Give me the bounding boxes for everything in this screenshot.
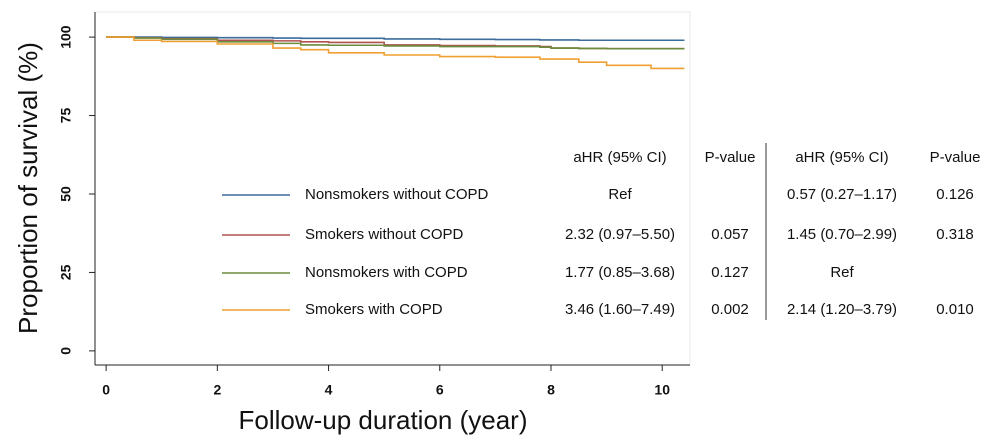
x-tick-label: 10 bbox=[654, 382, 670, 398]
x-tick-label: 0 bbox=[102, 382, 110, 398]
table-cell: 1.45 (0.70–2.99) bbox=[787, 226, 897, 243]
table-cell: Ref bbox=[830, 264, 854, 281]
survival-line bbox=[106, 36, 685, 50]
legend-label: Smokers with COPD bbox=[305, 301, 443, 318]
table-cell: 0.57 (0.27–1.17) bbox=[787, 186, 897, 203]
table-cell: 0.010 bbox=[936, 301, 974, 318]
y-tick-label: 25 bbox=[58, 264, 74, 280]
table-cell: 1.77 (0.85–3.68) bbox=[565, 264, 675, 281]
legend-label: Smokers without COPD bbox=[305, 226, 464, 243]
table-cell: 0.318 bbox=[936, 226, 974, 243]
table-header: P-value bbox=[705, 149, 756, 166]
y-tick-label: 100 bbox=[58, 25, 74, 49]
table-cell: Ref bbox=[608, 186, 632, 203]
table-header: P-value bbox=[930, 149, 981, 166]
y-tick-label: 50 bbox=[58, 186, 74, 202]
table-cell: 2.32 (0.97–5.50) bbox=[565, 226, 675, 243]
table-header: aHR (95% CI) bbox=[573, 149, 666, 166]
table-header: aHR (95% CI) bbox=[795, 149, 888, 166]
survival-line bbox=[106, 36, 685, 70]
table-cell: 0.057 bbox=[711, 226, 749, 243]
x-tick-label: 6 bbox=[436, 382, 444, 398]
x-tick-label: 4 bbox=[325, 382, 333, 398]
survival-line bbox=[106, 36, 685, 42]
x-tick-label: 2 bbox=[213, 382, 221, 398]
table-cell: 0.127 bbox=[711, 264, 749, 281]
table-cell: 3.46 (1.60–7.49) bbox=[565, 301, 675, 318]
x-axis-label: Follow-up duration (year) bbox=[238, 405, 527, 435]
table-cell: 0.002 bbox=[711, 301, 749, 318]
y-tick-label: 75 bbox=[58, 108, 74, 124]
legend-label: Nonsmokers with COPD bbox=[305, 264, 468, 281]
table-cell: 0.126 bbox=[936, 186, 974, 203]
table-cell: 2.14 (1.20–3.79) bbox=[787, 301, 897, 318]
y-tick-label: 0 bbox=[58, 347, 74, 355]
legend-label: Nonsmokers without COPD bbox=[305, 186, 489, 203]
plot-area bbox=[94, 11, 691, 366]
y-axis-label: Proportion of survival (%) bbox=[13, 42, 43, 334]
x-tick-label: 8 bbox=[547, 382, 555, 398]
